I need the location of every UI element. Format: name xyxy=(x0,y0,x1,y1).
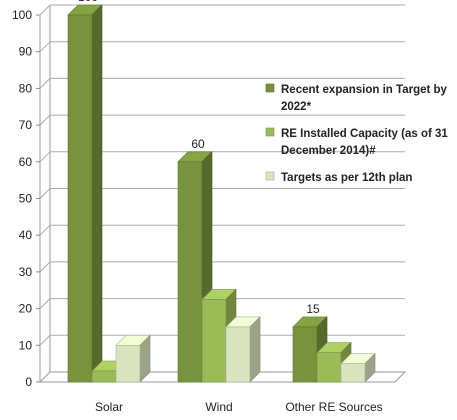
x-category-label: Wind xyxy=(205,400,232,414)
x-axis-categories: Solar Wind Other RE Sources xyxy=(95,400,383,414)
gridline-diagonal xyxy=(39,114,51,126)
bars xyxy=(67,4,376,383)
legend-label-line: 2022* xyxy=(281,101,312,113)
gridline-diagonal xyxy=(39,151,51,163)
gridline-diagonal xyxy=(39,188,51,199)
legend: Recent expansion in Target by 2022* RE Ins… xyxy=(265,83,448,184)
x-category-label: Other RE Sources xyxy=(285,400,382,414)
legend-label: Targets as per 12th plan xyxy=(281,172,412,184)
y-tick-label: 50 xyxy=(19,192,33,206)
gridline-diagonal xyxy=(39,298,51,309)
gridline-diagonal xyxy=(39,261,51,273)
gridline-diagonal xyxy=(39,334,51,346)
bar xyxy=(177,161,203,383)
y-tick-label: 60 xyxy=(19,155,33,169)
y-tick-label: 0 xyxy=(25,375,32,389)
legend-label-line: December 2014)# xyxy=(281,145,376,157)
data-labels: 100 60 15 xyxy=(78,0,320,316)
gridline-diagonal xyxy=(39,4,51,16)
legend-swatch xyxy=(265,127,275,137)
bar xyxy=(316,352,342,383)
x-category-label: Solar xyxy=(95,400,123,414)
bar xyxy=(91,370,117,383)
legend-label-line: Targets as per 12th plan xyxy=(281,172,412,184)
gridline-diagonal xyxy=(39,224,51,236)
bar-side xyxy=(249,316,261,383)
bar xyxy=(115,344,141,383)
y-tick-label: 40 xyxy=(19,228,33,242)
data-label: 100 xyxy=(78,0,98,4)
legend-label: RE Installed Capacity (as of 31 December … xyxy=(281,128,448,157)
legend-label-line: Recent expansion in Target by xyxy=(281,84,448,96)
gridline-diagonal xyxy=(39,78,51,89)
bar xyxy=(225,326,251,383)
legend-swatch xyxy=(265,171,275,181)
y-tick-label: 90 xyxy=(19,45,33,59)
y-tick-label: 10 xyxy=(19,338,33,352)
legend-label-line: RE Installed Capacity (as of 31 xyxy=(281,128,448,140)
y-tick-label: 30 xyxy=(19,265,33,279)
y-tick-label: 20 xyxy=(19,302,33,316)
bar xyxy=(67,14,93,383)
bar xyxy=(292,326,318,383)
legend-swatch xyxy=(265,83,275,93)
bar-side xyxy=(91,4,103,383)
data-label: 15 xyxy=(306,302,320,316)
y-tick-label: 80 xyxy=(19,81,33,95)
data-label: 60 xyxy=(191,137,205,151)
bar xyxy=(340,363,366,383)
y-tick-label: 70 xyxy=(19,118,33,132)
legend-label: Recent expansion in Target by 2022* xyxy=(281,84,448,113)
y-tick-label: 100 xyxy=(12,8,32,22)
bar xyxy=(201,299,227,383)
gridline-diagonal xyxy=(39,41,51,53)
floor xyxy=(38,371,407,383)
y-axis-ticks: 0 10 20 30 40 50 60 70 80 90 100 xyxy=(12,8,40,389)
